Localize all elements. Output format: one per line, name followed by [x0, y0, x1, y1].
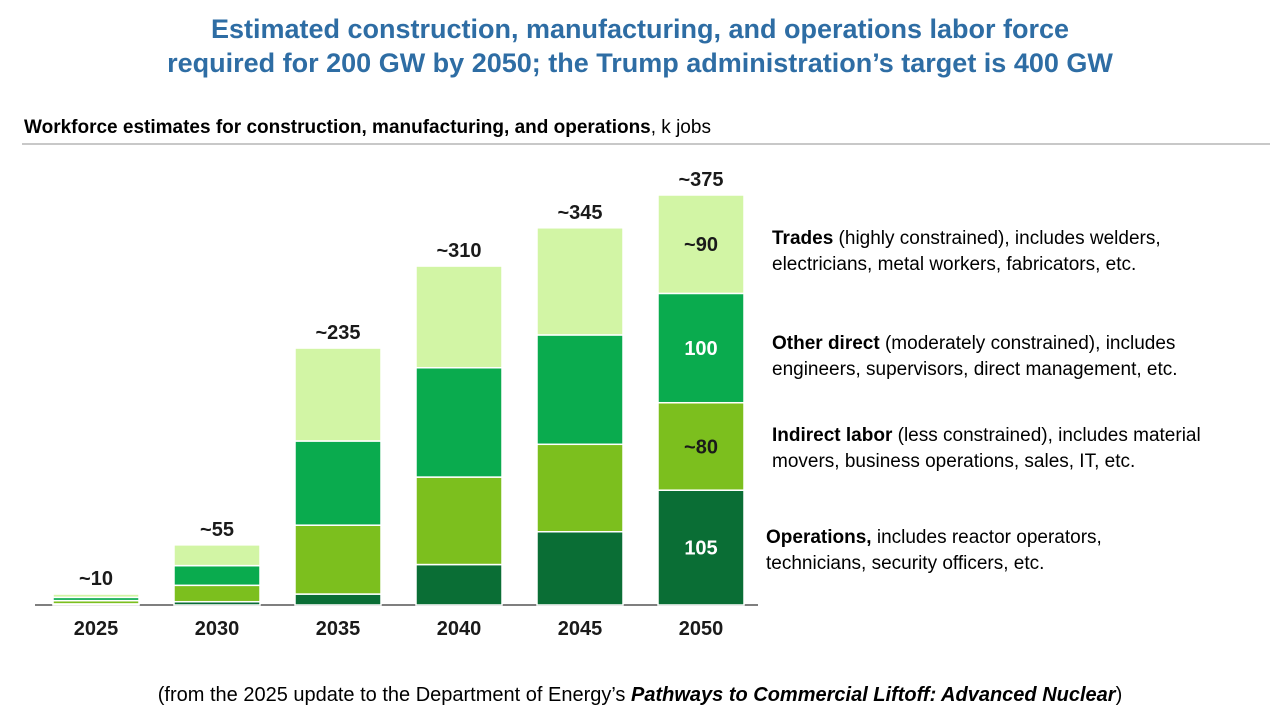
bar-segment-indirect-2035 — [294, 524, 382, 595]
chart-subtitle: Workforce estimates for construction, ma… — [24, 116, 711, 140]
legend-operations-desc-2: technicians, security officers, etc. — [766, 553, 1045, 574]
chart-title: Estimated construction, manufacturing, a… — [0, 12, 1280, 80]
legend-indirect-labor-desc-2: movers, business operations, sales, IT, … — [772, 451, 1136, 472]
x-tick-label-2040: 2040 — [437, 618, 482, 640]
bar-segment-trades-2025 — [52, 593, 140, 599]
segment-label-other_direct-2050: 100 — [684, 338, 717, 360]
legend-trades-name: Trades — [772, 228, 834, 249]
bar-segment-indirect-2045 — [536, 443, 624, 533]
x-tick-label-2035: 2035 — [316, 618, 361, 640]
subtitle-unit: , k jobs — [650, 117, 711, 138]
total-label-2035: ~235 — [315, 322, 360, 344]
total-label-2025: ~10 — [79, 568, 113, 590]
legend-indirect-labor-name: Indirect labor — [772, 425, 893, 446]
bar-segment-other_direct-2035 — [294, 440, 382, 526]
bar-segment-trades-2040 — [415, 265, 503, 369]
x-tick-label-2030: 2030 — [195, 618, 240, 640]
legend-other-direct-desc-1: (moderately constrained), includes — [879, 333, 1176, 354]
legend-operations-name: Operations, — [766, 527, 872, 548]
total-label-2050: ~375 — [678, 169, 723, 191]
bar-segment-operations-2035 — [294, 593, 382, 606]
total-label-2045: ~345 — [557, 202, 602, 224]
bar-segment-indirect-2030 — [173, 584, 261, 603]
legend-operations-desc-1: includes reactor operators, — [871, 527, 1102, 548]
source-title: Pathways to Commercial Liftoff: Advanced… — [631, 684, 1116, 706]
legend-other-direct: Other direct (moderately constrained), i… — [772, 331, 1272, 383]
subtitle-divider — [22, 143, 1270, 145]
subtitle-text: Workforce estimates for construction, ma… — [24, 117, 651, 138]
bar-segment-trades-2030 — [173, 544, 261, 567]
bar-segment-trades-2050 — [657, 194, 745, 295]
x-tick-label-2045: 2045 — [558, 618, 603, 640]
legend-trades-desc-2: electricians, metal workers, fabricators… — [772, 254, 1137, 275]
legend-operations: Operations, includes reactor operators, … — [766, 525, 1266, 577]
source-prefix: (from the 2025 update to the Department … — [157, 684, 631, 706]
bar-segment-other_direct-2040 — [415, 366, 503, 478]
bar-segment-indirect-2040 — [415, 476, 503, 566]
stacked-bar-chart: ~10 2025 ~55 2030 ~235 2035 ~310 2040 ~345 2045 10… — [35, 169, 758, 640]
segment-label-indirect-2050: ~80 — [684, 436, 718, 458]
title-line-1: Estimated construction, manufacturing, a… — [210, 14, 1070, 44]
bar-segment-other_direct-2030 — [173, 564, 261, 587]
bar-segment-operations-2040 — [415, 563, 503, 606]
legend-trades-desc-1: (highly constrained), includes welders, — [833, 228, 1161, 249]
bar-segment-indirect-2050 — [657, 401, 745, 491]
legend-other-direct-desc-2: engineers, supervisors, direct managemen… — [772, 359, 1178, 380]
source-suffix: ) — [1115, 684, 1123, 706]
legend-trades: Trades (highly constrained), includes we… — [772, 226, 1272, 278]
x-tick-label-2050: 2050 — [679, 618, 724, 640]
bar-segment-trades-2045 — [536, 227, 624, 336]
bar-segment-operations-2045 — [536, 530, 624, 606]
bar-segment-trades-2035 — [294, 347, 382, 442]
title-line-2: required for 200 GW by 2050; the Trump a… — [167, 48, 1113, 78]
bar-segment-operations-2050 — [657, 489, 745, 606]
segment-label-trades-2050: ~90 — [684, 234, 718, 256]
x-tick-label-2025: 2025 — [74, 618, 119, 640]
bar-segment-other_direct-2045 — [536, 334, 624, 446]
total-label-2030: ~55 — [200, 519, 234, 541]
legend-other-direct-name: Other direct — [772, 333, 880, 354]
legend-indirect-labor-desc-1: (less constrained), includes material — [892, 425, 1201, 446]
total-label-2040: ~310 — [436, 240, 481, 262]
source-note: (from the 2025 update to the Department … — [0, 682, 1280, 708]
legend-indirect-labor: Indirect labor (less constrained), inclu… — [772, 423, 1272, 475]
segment-label-operations-2050: 105 — [684, 538, 717, 560]
